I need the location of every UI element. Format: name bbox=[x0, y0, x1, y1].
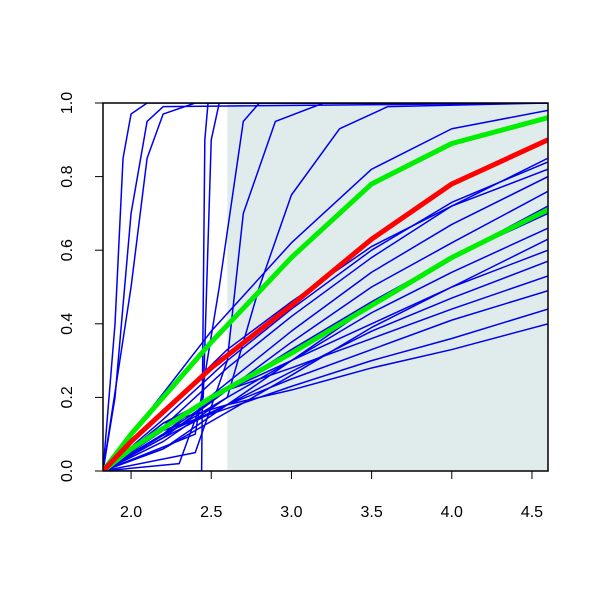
y-tick-label: 0.4 bbox=[59, 313, 76, 335]
curve bbox=[103, 137, 548, 471]
y-tick-label: 0.0 bbox=[59, 460, 76, 482]
curve bbox=[103, 289, 548, 471]
y-tick-label: 0.8 bbox=[59, 165, 76, 187]
curve bbox=[103, 103, 548, 471]
curve bbox=[103, 103, 548, 471]
shaded-region bbox=[227, 103, 548, 471]
curve bbox=[103, 323, 548, 471]
curve bbox=[103, 103, 548, 471]
x-tick-label: 2.0 bbox=[120, 504, 142, 521]
x-tick-label: 4.0 bbox=[441, 504, 463, 521]
curve bbox=[103, 103, 548, 471]
y-tick-label: 0.2 bbox=[59, 386, 76, 408]
curve bbox=[103, 109, 548, 471]
curve bbox=[103, 207, 548, 471]
x-tick-label: 2.5 bbox=[200, 504, 222, 521]
x-tick-label: 3.5 bbox=[360, 504, 382, 521]
curve bbox=[103, 103, 548, 471]
y-tick-label: 1.0 bbox=[59, 92, 76, 114]
curve bbox=[103, 260, 548, 471]
curve bbox=[103, 103, 548, 471]
curve bbox=[103, 161, 548, 471]
x-tick-label: 4.5 bbox=[521, 504, 543, 521]
y-tick-label: 0.6 bbox=[59, 239, 76, 261]
plot-lines bbox=[103, 103, 548, 471]
x-tick-label: 3.0 bbox=[280, 504, 302, 521]
plot-frame bbox=[102, 102, 549, 472]
curve bbox=[103, 115, 548, 471]
